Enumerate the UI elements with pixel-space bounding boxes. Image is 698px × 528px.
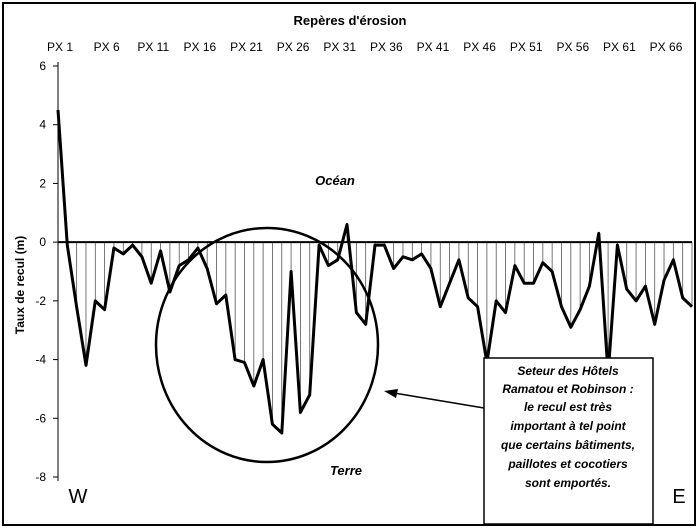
x-tick-labels: PX 1 PX 6 PX 11 PX 16 PX 21 PX 26 PX 31 PX 36 PX…	[47, 40, 683, 54]
x-tick-label: PX 56	[556, 40, 589, 54]
x-tick-label: PX 46	[463, 40, 496, 54]
y-tick-label: 0	[39, 235, 46, 249]
x-tick-label: PX 6	[94, 40, 120, 54]
callout-line: paillotes et cocotiers	[507, 457, 628, 471]
y-axis-label: Taux de recul (m)	[13, 236, 27, 334]
x-tick-label: PX 31	[323, 40, 356, 54]
callout-line: Ramatou et Robinson :	[502, 382, 633, 396]
y-tick-label: -4	[35, 353, 46, 367]
land-label: Terre	[330, 463, 362, 478]
callout-text: Seteur des Hôtels Ramatou et Robinson : …	[501, 364, 635, 490]
y-tick-label: 4	[39, 118, 46, 132]
callout-line: que certains bâtiments,	[501, 438, 635, 452]
y-tick-label: 6	[39, 59, 46, 73]
east-label: E	[672, 486, 685, 508]
x-tick-label: PX 26	[277, 40, 310, 54]
callout-arrow-head	[384, 389, 398, 398]
highlight-circle	[154, 226, 380, 464]
callout-line: Seteur des Hôtels	[517, 364, 619, 378]
x-tick-label: PX 1	[47, 40, 73, 54]
y-tick-label: -6	[35, 411, 46, 425]
callout-line: le recul est très	[524, 400, 612, 414]
ocean-label: Océan	[315, 173, 355, 188]
x-tick-label: PX 66	[650, 40, 683, 54]
x-tick-label: PX 51	[510, 40, 543, 54]
x-tick-label: PX 36	[370, 40, 403, 54]
x-tick-label: PX 11	[137, 40, 169, 54]
callout-arrow-line	[387, 391, 485, 409]
callout-line: sont emportés.	[525, 476, 611, 490]
x-tick-label: PX 41	[417, 40, 450, 54]
chart-title: Repères d'érosion	[294, 13, 407, 28]
series-line	[56, 109, 694, 435]
x-tick-label: PX 21	[230, 40, 263, 54]
x-tick-label: PX 16	[184, 40, 217, 54]
y-tick-labels: -8 -6 -4 -2 0 2 4 6	[35, 59, 46, 484]
y-tick-label: -2	[35, 294, 46, 308]
y-tick-label: 2	[39, 176, 46, 190]
west-label: W	[69, 486, 88, 508]
x-tick-label: PX 61	[603, 40, 636, 54]
callout-line: important à tel point	[510, 419, 626, 433]
y-tick-label: -8	[35, 470, 46, 484]
callout-box	[483, 357, 654, 525]
